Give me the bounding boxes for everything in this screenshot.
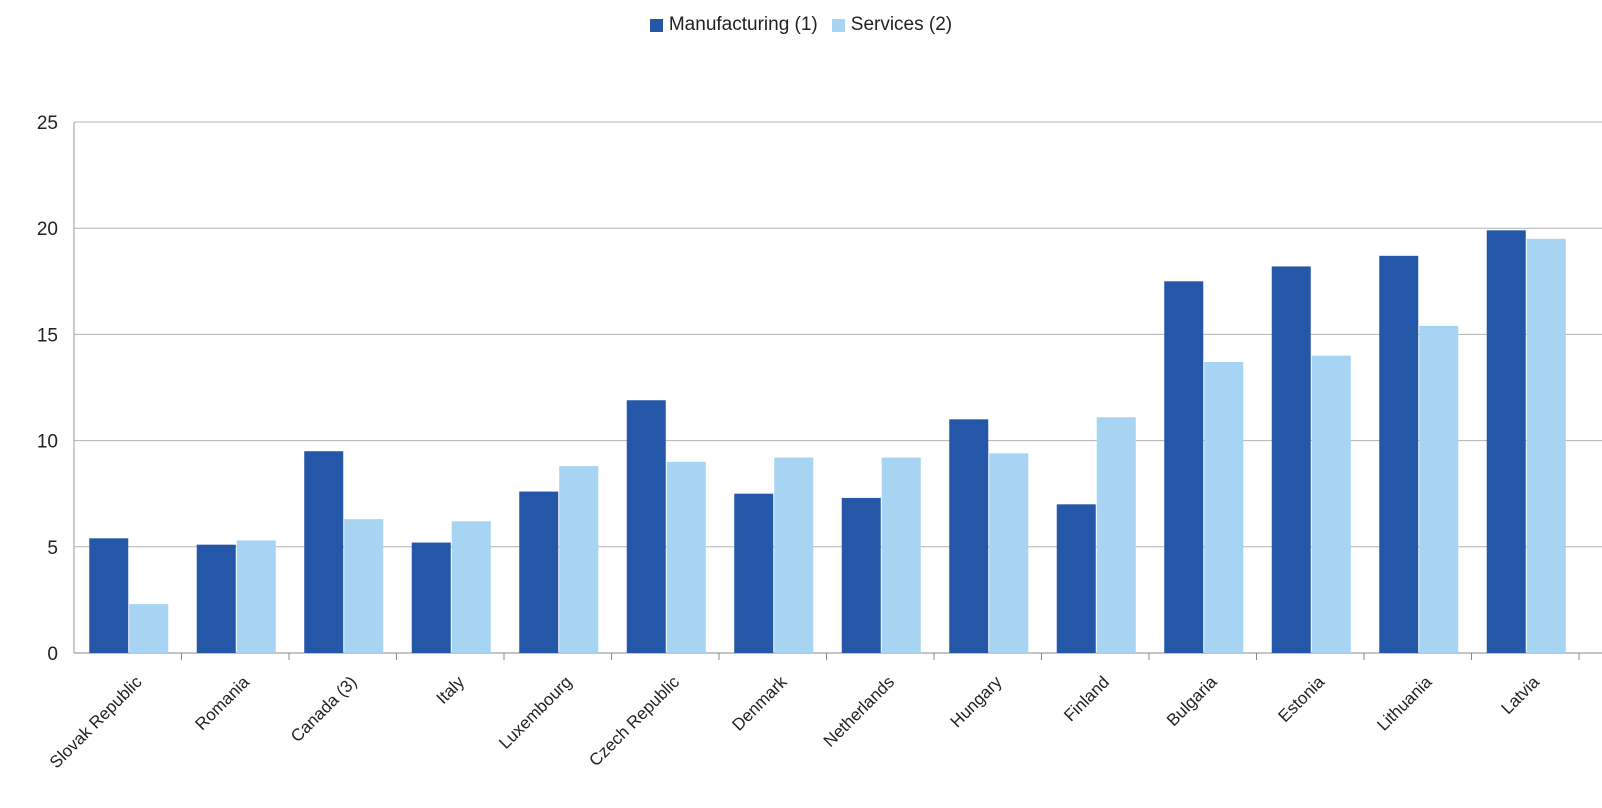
bar-manufacturing xyxy=(411,542,451,653)
bar-manufacturing xyxy=(304,451,344,653)
bar-services xyxy=(881,457,921,653)
bar-manufacturing xyxy=(196,544,236,653)
x-tick-label: Czech Republic xyxy=(585,672,683,770)
y-tick-label: 20 xyxy=(37,219,58,240)
y-tick-label: 15 xyxy=(37,325,58,346)
y-tick-label: 10 xyxy=(37,432,58,453)
x-tick-label: Canada (3) xyxy=(287,672,361,746)
legend-item-services: Services (2) xyxy=(831,14,953,36)
bar-manufacturing xyxy=(1379,255,1419,653)
legend-swatch-services xyxy=(831,18,845,32)
x-tick-label: Lithuania xyxy=(1373,672,1436,735)
bar-services xyxy=(666,461,706,653)
bar-services xyxy=(129,604,169,653)
bar-manufacturing xyxy=(1164,281,1204,653)
bar-services xyxy=(774,457,814,653)
x-tick-label: Finland xyxy=(1060,672,1113,725)
bar-services xyxy=(559,466,599,653)
legend-label-manufacturing: Manufacturing (1) xyxy=(668,14,818,35)
x-tick-label: Italy xyxy=(433,672,469,708)
x-tick-label: Bulgaria xyxy=(1163,672,1221,730)
x-tick-label: Hungary xyxy=(947,672,1006,731)
legend: Manufacturing (1) Services (2) xyxy=(0,14,1602,36)
y-tick-label: 0 xyxy=(47,644,58,665)
bar-manufacturing xyxy=(841,497,881,653)
legend-label-services: Services (2) xyxy=(850,14,953,35)
bar-manufacturing xyxy=(1486,230,1526,653)
legend-swatch-manufacturing xyxy=(649,18,663,32)
bar-manufacturing xyxy=(1056,504,1096,653)
x-tick-label: Netherlands xyxy=(820,672,898,750)
bar-manufacturing xyxy=(519,491,559,653)
bar-services xyxy=(236,540,276,653)
x-tick-label: Slovak Republic xyxy=(46,672,146,772)
x-tick-label: Denmark xyxy=(728,672,791,735)
bar-manufacturing xyxy=(89,538,129,653)
bar-manufacturing xyxy=(949,419,989,653)
bar-services xyxy=(451,521,491,653)
bar-services xyxy=(344,519,384,653)
legend-item-manufacturing: Manufacturing (1) xyxy=(649,14,818,36)
x-tick-label: Luxembourg xyxy=(495,672,575,752)
bar-services xyxy=(989,453,1029,653)
x-tick-label: Latvia xyxy=(1498,672,1544,718)
y-tick-label: 5 xyxy=(47,538,58,559)
y-tick-label: 25 xyxy=(37,113,58,134)
bar-services xyxy=(1311,355,1351,653)
bar-manufacturing xyxy=(626,400,666,653)
bar-services xyxy=(1419,325,1459,653)
bar-services xyxy=(1204,362,1244,653)
bar-manufacturing xyxy=(734,493,774,653)
x-tick-label: Estonia xyxy=(1275,672,1329,726)
bar-services xyxy=(1096,417,1136,653)
x-tick-label: Romania xyxy=(192,672,254,734)
bar-manufacturing xyxy=(1271,266,1311,653)
bar-services xyxy=(1526,238,1566,653)
